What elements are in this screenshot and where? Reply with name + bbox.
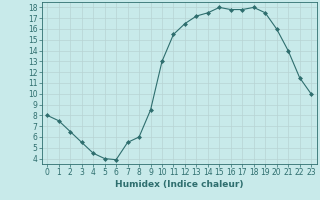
X-axis label: Humidex (Indice chaleur): Humidex (Indice chaleur) [115,180,244,189]
